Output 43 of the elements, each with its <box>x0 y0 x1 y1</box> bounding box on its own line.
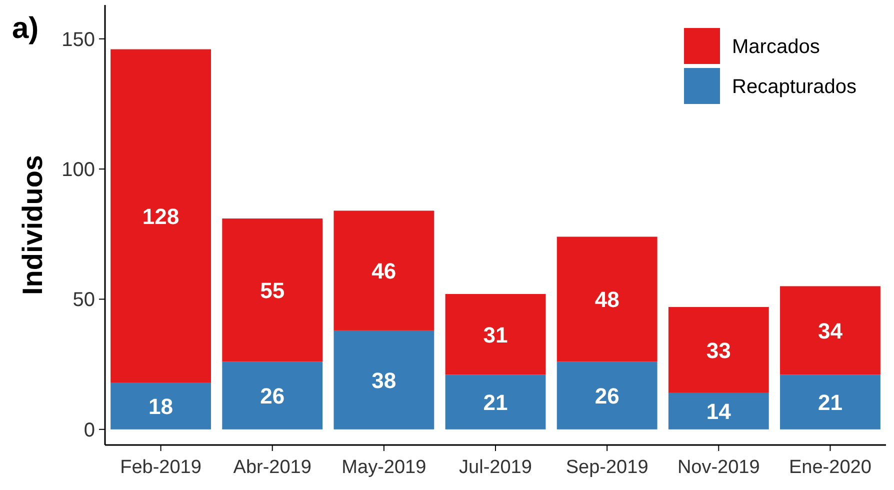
data-label: 21 <box>483 390 508 416</box>
data-label: 31 <box>483 322 508 348</box>
y-tick-label: 50 <box>72 289 95 312</box>
bar <box>110 49 211 383</box>
x-tick-label: Feb-2019 <box>120 457 202 478</box>
data-label: 34 <box>818 318 844 344</box>
bar <box>445 374 546 430</box>
y-axis-title: Individuos <box>17 155 48 295</box>
data-label: 55 <box>260 278 285 304</box>
bar <box>445 294 546 375</box>
x-tick-label: Jul-2019 <box>459 457 532 478</box>
bar <box>334 210 434 330</box>
x-tick-label: Sep-2019 <box>566 457 648 478</box>
bar <box>780 374 880 430</box>
x-tick-label: Nov-2019 <box>677 457 760 478</box>
data-label: 128 <box>142 204 180 229</box>
bar <box>222 218 323 362</box>
y-tick-label: 150 <box>62 28 95 51</box>
data-label: 38 <box>372 368 396 393</box>
bar <box>110 382 211 430</box>
bar <box>222 362 323 430</box>
data-label: 26 <box>260 384 285 409</box>
bar <box>668 307 769 393</box>
legend-label: Recapturados <box>732 76 857 98</box>
bar <box>334 330 434 430</box>
text: a) <box>12 12 39 45</box>
data-label: 21 <box>818 390 842 416</box>
bar <box>780 286 880 375</box>
bar <box>556 236 658 362</box>
data-label: 48 <box>594 287 620 312</box>
bar <box>668 392 769 430</box>
bar <box>556 362 658 430</box>
x-tick-label: May-2019 <box>342 457 426 478</box>
x-tick-label: Ene-2020 <box>789 457 872 478</box>
y-tick-label: 0 <box>84 419 95 442</box>
y-tick-label: 100 <box>62 159 95 182</box>
data-label: 14 <box>706 399 732 424</box>
data-label: 26 <box>594 384 620 409</box>
data-label: 18 <box>148 394 174 419</box>
x-tick-label: Abr-2019 <box>233 457 312 478</box>
legend-label: Marcados <box>732 36 820 58</box>
data-label: 33 <box>706 338 731 363</box>
data-label: 46 <box>372 258 396 284</box>
